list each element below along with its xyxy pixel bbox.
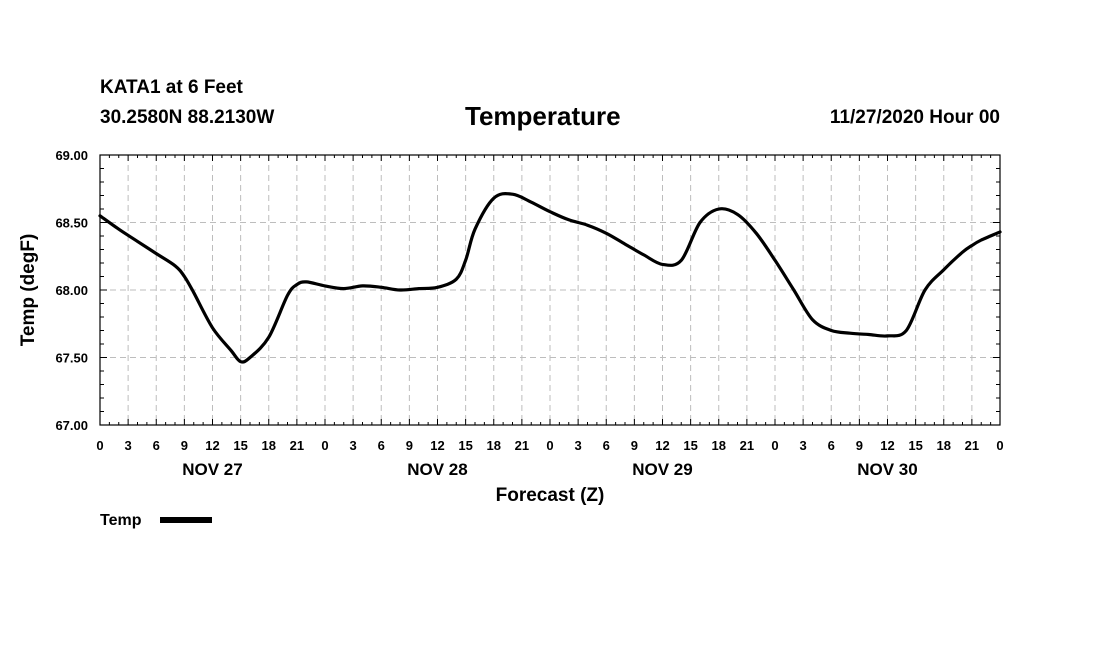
y-tick-label: 67.50 xyxy=(55,351,88,366)
x-tick-label: 0 xyxy=(96,438,103,453)
station-coordinates: 30.2580N 88.2130W xyxy=(100,107,275,128)
x-tick-label: 15 xyxy=(458,438,472,453)
x-tick-label: 18 xyxy=(937,438,951,453)
x-tick-label: 3 xyxy=(800,438,807,453)
x-tick-label: 18 xyxy=(487,438,501,453)
y-tick-label: 67.00 xyxy=(55,418,88,433)
x-tick-label: 6 xyxy=(828,438,835,453)
x-tick-label: 21 xyxy=(515,438,529,453)
station-label: KATA1 at 6 Feet xyxy=(100,77,243,98)
x-tick-label: 18 xyxy=(262,438,276,453)
y-tick-labels: 67.00 67.50 68.00 68.50 69.00 xyxy=(55,148,88,433)
forecast-run-time: 11/27/2020 Hour 00 xyxy=(829,107,1000,128)
chart-title: Temperature xyxy=(465,101,621,131)
temp-series-line xyxy=(98,192,1002,364)
x-tick-label: 3 xyxy=(125,438,132,453)
x-tick-label: 12 xyxy=(880,438,894,453)
x-tick-label: 9 xyxy=(406,438,413,453)
x-tick-label: 15 xyxy=(908,438,922,453)
x-tick-label: 0 xyxy=(321,438,328,453)
x-tick-label: 6 xyxy=(153,438,160,453)
day-labels: NOV 27 NOV 28 NOV 29 NOV 30 xyxy=(182,460,917,479)
x-tick-label: 3 xyxy=(575,438,582,453)
x-tick-label: 12 xyxy=(430,438,444,453)
x-tick-label: 18 xyxy=(712,438,726,453)
y-tick-label: 68.50 xyxy=(55,216,88,231)
x-tick-label: 0 xyxy=(771,438,778,453)
x-tick-labels: 0 3 6 9 12 15 18 21 0 3 6 9 12 15 18 21 0 3 6 9 12 15 18 21 0 3 6 9… xyxy=(96,438,1003,453)
x-tick-label: 21 xyxy=(290,438,304,453)
y-tick-label: 69.00 xyxy=(55,148,88,163)
x-tick-label: 15 xyxy=(683,438,697,453)
x-tick-label: 12 xyxy=(205,438,219,453)
y-axis-title: Temp (degF) xyxy=(18,234,39,347)
x-tick-label: 21 xyxy=(740,438,754,453)
x-tick-label: 0 xyxy=(996,438,1003,453)
x-tick-label: 0 xyxy=(546,438,553,453)
x-tick-label: 6 xyxy=(603,438,610,453)
grid-lines xyxy=(100,155,1000,425)
day-label: NOV 28 xyxy=(407,460,467,479)
x-tick-label: 12 xyxy=(655,438,669,453)
y-tick-label: 68.00 xyxy=(55,283,88,298)
x-tick-label: 9 xyxy=(631,438,638,453)
day-label: NOV 27 xyxy=(182,460,242,479)
x-tick-label: 6 xyxy=(378,438,385,453)
x-axis-title: Forecast (Z) xyxy=(496,485,605,506)
day-label: NOV 29 xyxy=(632,460,692,479)
plot-frame xyxy=(99,154,1001,426)
day-label: NOV 30 xyxy=(857,460,917,479)
legend-label: Temp xyxy=(100,512,142,529)
x-tick-label: 15 xyxy=(233,438,247,453)
x-tick-label: 9 xyxy=(856,438,863,453)
x-tick-label: 21 xyxy=(965,438,979,453)
legend: Temp xyxy=(100,512,212,529)
x-tick-label: 3 xyxy=(350,438,357,453)
x-tick-label: 9 xyxy=(181,438,188,453)
